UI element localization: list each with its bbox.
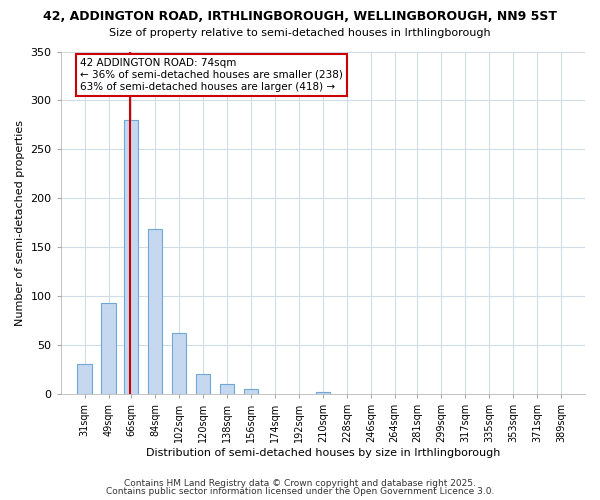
Bar <box>148 230 163 394</box>
Text: Contains public sector information licensed under the Open Government Licence 3.: Contains public sector information licen… <box>106 488 494 496</box>
Y-axis label: Number of semi-detached properties: Number of semi-detached properties <box>15 120 25 326</box>
Text: Size of property relative to semi-detached houses in Irthlingborough: Size of property relative to semi-detach… <box>109 28 491 38</box>
Bar <box>316 392 330 394</box>
Text: Contains HM Land Registry data © Crown copyright and database right 2025.: Contains HM Land Registry data © Crown c… <box>124 478 476 488</box>
Bar <box>196 374 210 394</box>
Text: 42 ADDINGTON ROAD: 74sqm
← 36% of semi-detached houses are smaller (238)
63% of : 42 ADDINGTON ROAD: 74sqm ← 36% of semi-d… <box>80 58 343 92</box>
Bar <box>101 302 116 394</box>
Bar <box>220 384 234 394</box>
Bar <box>172 333 187 394</box>
X-axis label: Distribution of semi-detached houses by size in Irthlingborough: Distribution of semi-detached houses by … <box>146 448 500 458</box>
Text: 42, ADDINGTON ROAD, IRTHLINGBOROUGH, WELLINGBOROUGH, NN9 5ST: 42, ADDINGTON ROAD, IRTHLINGBOROUGH, WEL… <box>43 10 557 23</box>
Bar <box>124 120 139 394</box>
Bar <box>77 364 92 394</box>
Bar <box>244 388 258 394</box>
